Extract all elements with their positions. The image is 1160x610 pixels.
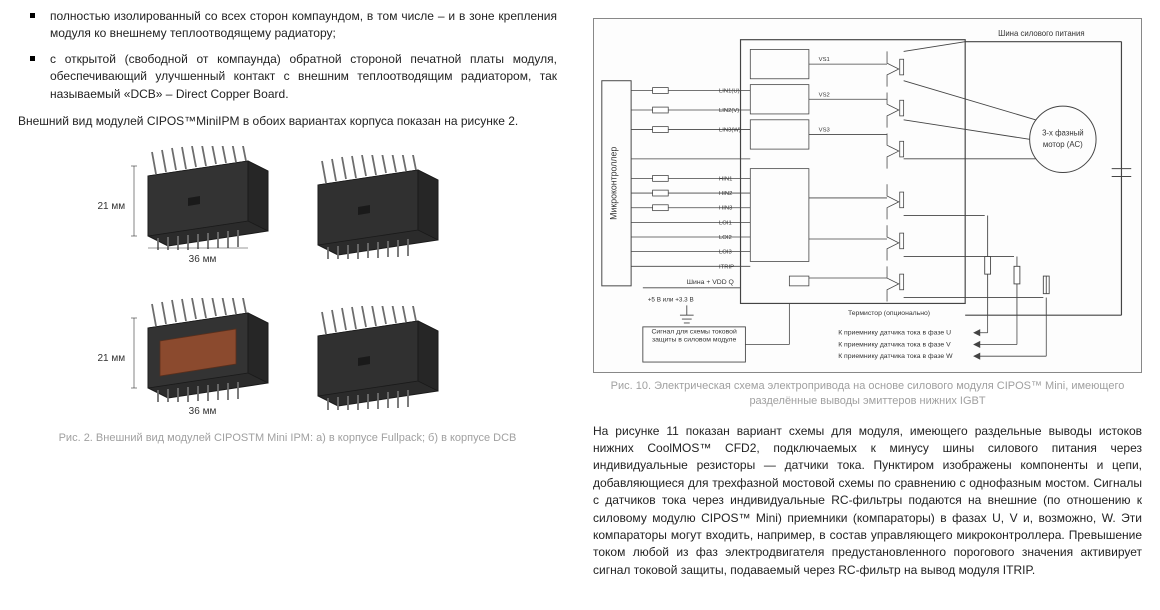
- svg-text:HIN1: HIN1: [719, 176, 732, 182]
- right-column: Микроконтроллер: [575, 0, 1160, 610]
- bullet-item: с открытой (свободной от компаунда) обра…: [36, 51, 557, 103]
- right-paragraph: На рисунке 11 показан вариант схемы для …: [593, 423, 1142, 580]
- svg-text:LOI2: LOI2: [719, 235, 732, 241]
- svg-text:Термистор (опционально): Термистор (опционально): [848, 310, 930, 317]
- svg-text:LIN3(W): LIN3(W): [719, 128, 741, 134]
- svg-text:LIN1(U): LIN1(U): [719, 88, 740, 94]
- svg-text:3-х фазный: 3-х фазный: [1042, 128, 1084, 137]
- svg-text:VS1: VS1: [819, 57, 830, 63]
- svg-text:VS2: VS2: [819, 92, 830, 98]
- bullet-item: полностью изолированный со всех сторон к…: [36, 8, 557, 43]
- schematic-svg: Микроконтроллер: [594, 19, 1141, 372]
- svg-text:К приемнику датчика тока в фаз: К приемнику датчика тока в фазе U: [838, 330, 951, 337]
- left-column: полностью изолированный со всех сторон к…: [0, 0, 575, 610]
- module-dcb-back: [298, 306, 448, 411]
- dim-horizontal: 36 мм: [189, 405, 217, 420]
- figure-2: 21 мм: [18, 140, 557, 446]
- bullet-list: полностью изолированный со всех сторон к…: [36, 8, 557, 103]
- mcu-label: Микроконтроллер: [608, 147, 618, 220]
- module-row-a: 21 мм: [128, 146, 448, 268]
- dim-vertical: 21 мм: [98, 351, 126, 366]
- intro-paragraph: Внешний вид модулей CIPOS™MiniIPM в обои…: [18, 113, 557, 130]
- svg-text:ITRIP: ITRIP: [719, 264, 734, 270]
- module-svg: [298, 155, 448, 260]
- svg-text:К приемнику датчика тока в фаз: К приемнику датчика тока в фазе V: [838, 341, 951, 348]
- figure-2-caption: Рис. 2. Внешний вид модулей CIPOSTM Mini…: [59, 431, 517, 446]
- module-row-b: 21 мм: [128, 298, 448, 420]
- svg-text:LOI3: LOI3: [719, 250, 732, 256]
- svg-text:LOI1: LOI1: [719, 220, 732, 226]
- svg-text:LIN2(V): LIN2(V): [719, 108, 739, 114]
- svg-text:Шина + VDD Q: Шина + VDD Q: [687, 279, 734, 286]
- svg-text:мотор (AC): мотор (AC): [1043, 140, 1083, 149]
- svg-text:HIN2: HIN2: [719, 191, 732, 197]
- module-svg: [128, 146, 278, 251]
- module-fullpack-back: [298, 155, 448, 260]
- protect-label: Сигнал для схемы токовой защиты в силово…: [645, 329, 744, 345]
- schematic-diagram: Микроконтроллер: [593, 18, 1142, 373]
- svg-text:HIN3: HIN3: [719, 206, 732, 212]
- svg-text:Шина силового питания: Шина силового питания: [998, 29, 1084, 38]
- svg-text:VS3: VS3: [819, 128, 830, 134]
- module-fullpack-front: 21 мм: [128, 146, 278, 268]
- svg-text:+5 В или +3.3 В: +5 В или +3.3 В: [648, 296, 694, 303]
- module-svg: [298, 306, 448, 411]
- figure-10-caption: Рис. 10. Электрическая схема электроприв…: [608, 379, 1128, 409]
- svg-text:К приемнику датчика тока в фаз: К приемнику датчика тока в фазе W: [838, 353, 953, 360]
- figure-10: Микроконтроллер: [593, 18, 1142, 409]
- module-svg: [128, 298, 278, 403]
- module-dcb-front: 21 мм: [128, 298, 278, 420]
- dim-horizontal: 36 мм: [189, 253, 217, 268]
- dim-vertical: 21 мм: [98, 200, 126, 215]
